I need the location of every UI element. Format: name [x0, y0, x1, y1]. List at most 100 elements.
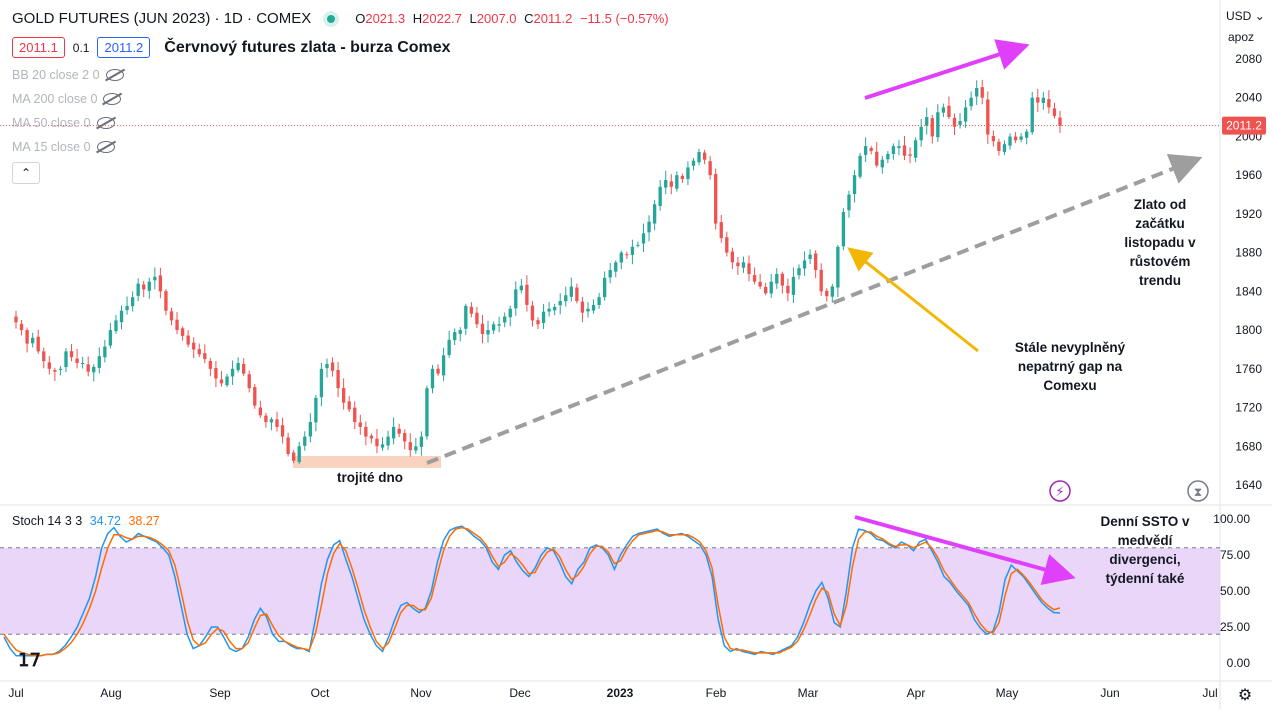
time-tick-label: Dec	[509, 686, 530, 700]
candle-body	[380, 444, 385, 448]
gap-arrow	[847, 247, 979, 353]
note-line: Stále nevyplněný	[1014, 340, 1126, 355]
candle-body	[253, 387, 257, 406]
eye-hidden-icon[interactable]	[105, 69, 124, 81]
candle-body	[930, 118, 934, 137]
candle-body	[25, 330, 29, 344]
gap-note: Stále nevyplněný nepatrný gap na Comexu	[1000, 338, 1140, 395]
ohlc-values: O2021.3 H2022.7 L2007.0 C2011.2 −11.5 (−…	[355, 11, 672, 26]
price-axis[interactable]: 1640168017201760180018401880192019602000…	[1213, 52, 1266, 670]
candle-body	[691, 160, 696, 166]
candle-body	[58, 368, 63, 370]
stoch-legend[interactable]: Stoch 14 3 3 34.72 38.27	[12, 514, 160, 528]
candle-body	[441, 355, 446, 376]
candle-body	[997, 141, 1001, 151]
indicator-ma50[interactable]: MA 50 close 0	[12, 116, 115, 130]
candle-body	[125, 305, 129, 311]
candle-body	[708, 161, 712, 176]
currency-select[interactable]: USD ⌄	[1226, 9, 1265, 23]
candle-body	[30, 337, 35, 344]
candle-body	[325, 363, 329, 369]
candle-body	[836, 246, 840, 288]
chevron-up-icon[interactable]: ⌃	[12, 162, 40, 184]
indicator-bb[interactable]: BB 20 close 2 0	[12, 68, 124, 82]
annotation-boxes	[293, 456, 441, 468]
eye-hidden-icon[interactable]	[96, 141, 115, 153]
candle-body	[580, 301, 585, 313]
candle-body	[391, 426, 396, 439]
candle-body	[403, 433, 407, 442]
note-line: růstovém	[1129, 254, 1191, 269]
candle-body	[614, 262, 618, 272]
candle-body	[14, 316, 18, 323]
time-tick-label: Feb	[706, 686, 727, 700]
market-status-dot[interactable]	[327, 14, 336, 23]
candle-body	[908, 154, 912, 156]
candle-body	[203, 353, 207, 360]
candle-body	[586, 308, 590, 312]
time-axis[interactable]: Jul Aug Sep Oct Nov Dec 2023 Feb Mar Apr May Jun Jul…	[8, 686, 1252, 704]
candle-body	[1047, 99, 1051, 108]
time-tick-label: May	[996, 686, 1019, 700]
candle-body	[636, 244, 640, 246]
candle-body	[291, 452, 296, 461]
candle-body	[597, 297, 601, 305]
candle-body	[802, 260, 807, 269]
candle-body	[264, 415, 268, 423]
sell-price-button[interactable]: 2011.1	[12, 37, 65, 58]
indicator-ma15[interactable]: MA 15 close 0	[12, 140, 115, 154]
candle-body	[1058, 117, 1062, 126]
symbol-title[interactable]: GOLD FUTURES (JUN 2023) · 1D · COMEX	[12, 10, 312, 27]
candle-body	[214, 368, 218, 379]
indicator-ma200[interactable]: MA 200 close 0	[12, 92, 122, 106]
candle-body	[242, 363, 246, 374]
indicator-label: MA 15 close 0	[12, 140, 91, 154]
candle-body	[519, 285, 524, 291]
indicator-label: BB 20 close 2 0	[12, 68, 100, 82]
price-tick-label: 1920	[1235, 207, 1262, 221]
buy-price-button[interactable]: 2011.2	[97, 37, 151, 58]
price-tick-label: 1640	[1235, 478, 1262, 492]
candle-body	[247, 374, 251, 389]
candle-body	[386, 436, 390, 446]
candle-body	[858, 155, 862, 177]
candle-body	[725, 237, 729, 253]
candle-body	[602, 277, 607, 298]
candle-body	[925, 117, 929, 126]
candle-body	[414, 446, 418, 451]
scale-mode-button[interactable]: apoz	[1228, 30, 1255, 44]
candle-body	[136, 283, 140, 296]
eye-hidden-icon[interactable]	[103, 93, 122, 105]
candle-body	[64, 351, 68, 368]
candle-body	[497, 324, 501, 326]
candle-body	[947, 105, 951, 118]
candle-body	[652, 204, 657, 224]
candle-body	[447, 339, 451, 356]
candle-body	[847, 194, 851, 211]
price-tick-label: 1960	[1235, 168, 1262, 182]
candle-body	[275, 419, 279, 427]
candle-body	[1030, 97, 1034, 133]
candle-body	[486, 330, 490, 335]
candle-body	[869, 148, 873, 151]
candle-body	[741, 262, 746, 268]
candle-body	[841, 211, 846, 247]
note-line: trendu	[1139, 273, 1181, 288]
eye-hidden-icon[interactable]	[96, 117, 115, 129]
candle-body	[364, 426, 368, 437]
time-tick-label: 2023	[607, 686, 634, 700]
ohlc-open: 2021.3	[365, 11, 406, 26]
candle-body	[769, 281, 773, 294]
lightning-icon	[1049, 480, 1071, 502]
time-tick-label: Apr	[907, 686, 926, 700]
candle-body	[863, 146, 868, 155]
candle-body	[192, 342, 196, 350]
candle-body	[1025, 131, 1029, 138]
candle-body	[1036, 97, 1040, 103]
triple-bottom-box	[293, 456, 441, 468]
candle-body	[36, 336, 40, 352]
candle-body	[258, 407, 263, 416]
tradingview-logo-icon[interactable]: 𝟣𝟩	[18, 650, 41, 670]
